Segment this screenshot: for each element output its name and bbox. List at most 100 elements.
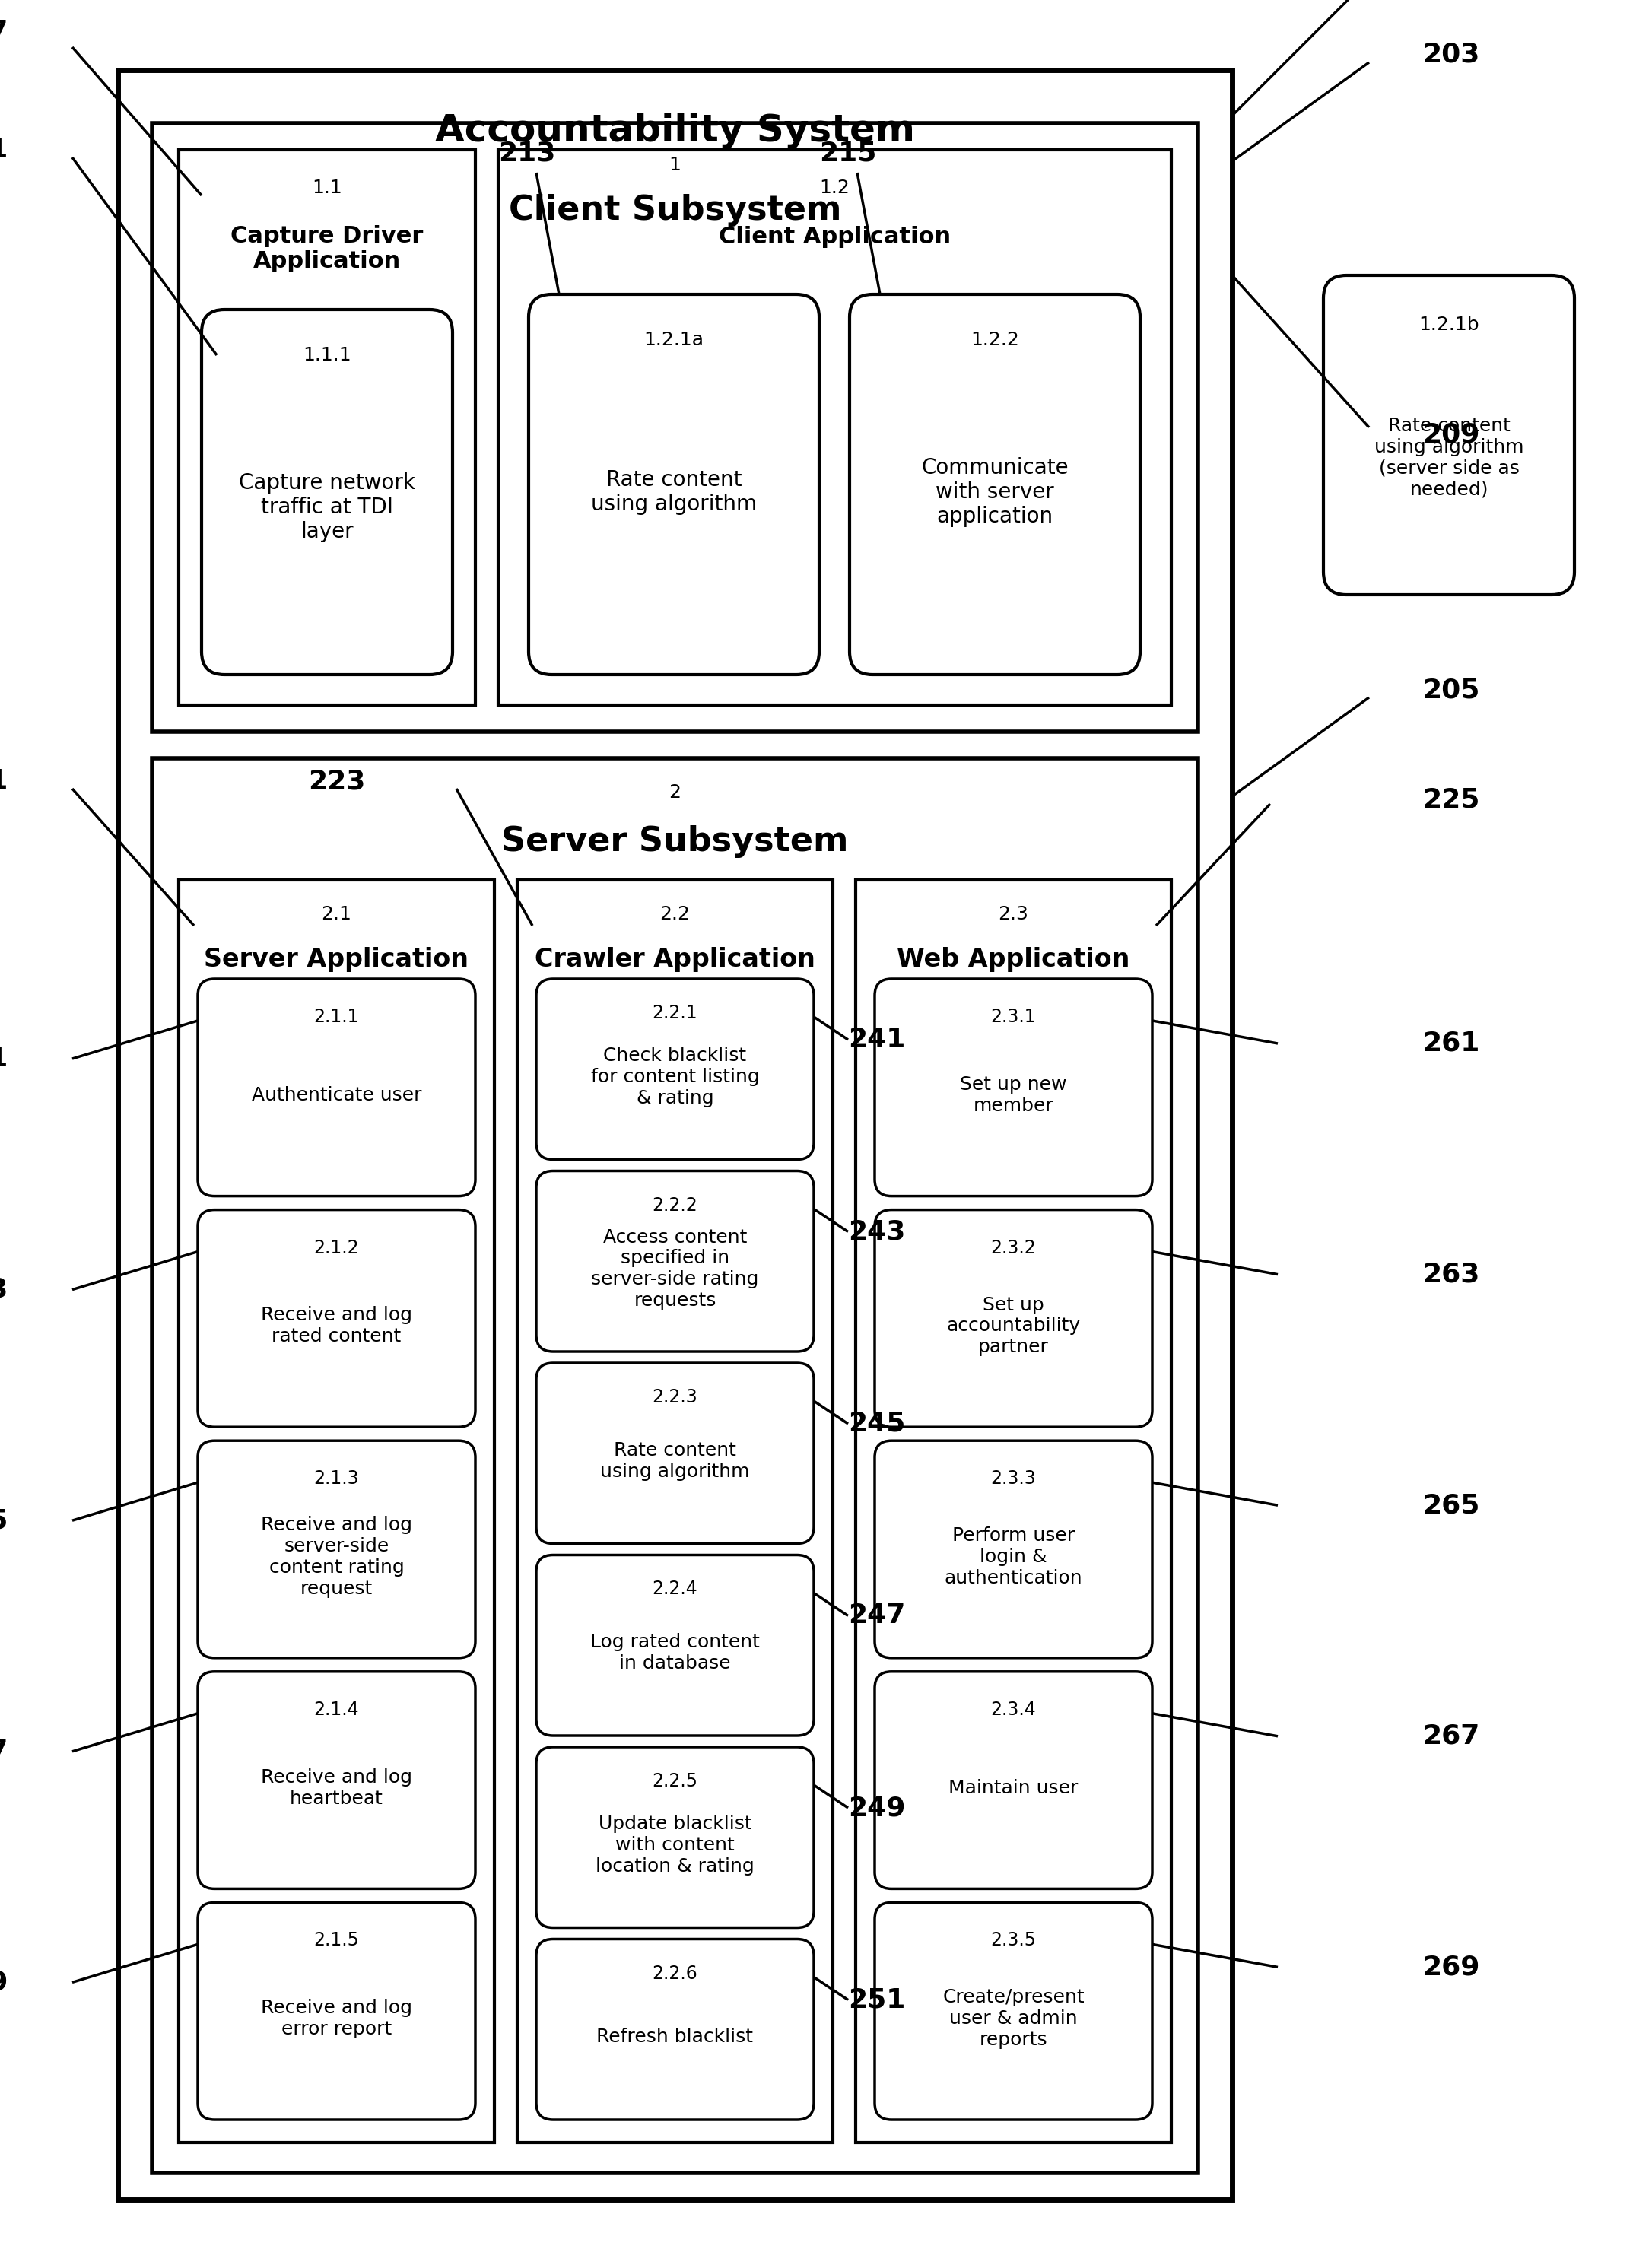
Text: 1.2.1b: 1.2.1b bbox=[1419, 315, 1479, 333]
FancyBboxPatch shape bbox=[1323, 274, 1574, 594]
Text: Server Subsystem: Server Subsystem bbox=[502, 825, 849, 859]
Text: 231: 231 bbox=[0, 1046, 8, 1071]
Text: Check blacklist
for content listing
& rating: Check blacklist for content listing & ra… bbox=[591, 1046, 760, 1107]
Text: 247: 247 bbox=[847, 1604, 905, 1628]
Text: 2.3.3: 2.3.3 bbox=[991, 1469, 1036, 1489]
Text: 225: 225 bbox=[1422, 787, 1480, 814]
Text: Communicate
with server
application: Communicate with server application bbox=[922, 457, 1069, 526]
Text: 235: 235 bbox=[0, 1507, 8, 1534]
Text: 269: 269 bbox=[1422, 1954, 1480, 1979]
Text: Capture Driver
Application: Capture Driver Application bbox=[231, 225, 423, 272]
Text: 243: 243 bbox=[847, 1219, 905, 1244]
Text: Receive and log
server-side
content rating
request: Receive and log server-side content rati… bbox=[261, 1516, 413, 1597]
FancyBboxPatch shape bbox=[874, 1210, 1153, 1426]
Text: 2.3.1: 2.3.1 bbox=[991, 1008, 1036, 1026]
Text: 2.1.2: 2.1.2 bbox=[314, 1239, 358, 1257]
Text: 261: 261 bbox=[1422, 1030, 1480, 1057]
FancyBboxPatch shape bbox=[874, 1442, 1153, 1658]
FancyBboxPatch shape bbox=[537, 1363, 814, 1543]
Text: Log rated content
in database: Log rated content in database bbox=[590, 1633, 760, 1673]
Text: 1.1: 1.1 bbox=[312, 178, 342, 198]
Text: Maintain user: Maintain user bbox=[948, 1779, 1079, 1797]
Text: Set up new
member: Set up new member bbox=[960, 1075, 1067, 1116]
Text: 1.2.1a: 1.2.1a bbox=[644, 331, 704, 349]
FancyBboxPatch shape bbox=[874, 978, 1153, 1196]
Text: 205: 205 bbox=[1422, 677, 1480, 702]
Text: 263: 263 bbox=[1422, 1262, 1480, 1286]
Text: 233: 233 bbox=[0, 1277, 8, 1302]
Text: 251: 251 bbox=[847, 1986, 905, 2013]
FancyBboxPatch shape bbox=[198, 1903, 476, 2121]
Text: 1.2.2: 1.2.2 bbox=[971, 331, 1019, 349]
FancyBboxPatch shape bbox=[529, 295, 819, 675]
Text: 209: 209 bbox=[1422, 423, 1480, 448]
Text: Client Application: Client Application bbox=[719, 227, 952, 247]
Text: Authenticate user: Authenticate user bbox=[251, 1086, 421, 1104]
Text: 245: 245 bbox=[847, 1410, 905, 1437]
FancyBboxPatch shape bbox=[537, 1939, 814, 2121]
Text: 2.3.4: 2.3.4 bbox=[991, 1700, 1036, 1718]
Text: 2.1.3: 2.1.3 bbox=[314, 1469, 358, 1489]
Text: Capture network
traffic at TDI
layer: Capture network traffic at TDI layer bbox=[240, 472, 415, 542]
Text: 265: 265 bbox=[1422, 1493, 1480, 1518]
Text: 2.2.5: 2.2.5 bbox=[653, 1772, 697, 1790]
FancyBboxPatch shape bbox=[874, 1903, 1153, 2121]
Text: 215: 215 bbox=[819, 142, 877, 166]
Text: 2.2.2: 2.2.2 bbox=[653, 1196, 697, 1214]
FancyBboxPatch shape bbox=[117, 70, 1232, 2200]
FancyBboxPatch shape bbox=[849, 295, 1140, 675]
FancyBboxPatch shape bbox=[517, 879, 833, 2143]
Text: 239: 239 bbox=[0, 1970, 8, 1995]
Text: 2.2.4: 2.2.4 bbox=[653, 1581, 697, 1599]
Text: 211: 211 bbox=[0, 137, 8, 162]
Text: Crawler Application: Crawler Application bbox=[535, 947, 816, 972]
FancyBboxPatch shape bbox=[537, 1747, 814, 1927]
Text: 223: 223 bbox=[307, 769, 365, 794]
Text: Rate content
using algorithm
(server side as
needed): Rate content using algorithm (server sid… bbox=[1374, 416, 1523, 499]
Text: 2.1.5: 2.1.5 bbox=[314, 1932, 360, 1950]
Text: 2.1: 2.1 bbox=[322, 904, 352, 924]
Text: 2.2: 2.2 bbox=[659, 904, 691, 924]
FancyBboxPatch shape bbox=[202, 310, 453, 675]
Text: Accountability System: Accountability System bbox=[434, 112, 915, 148]
Text: Update blacklist
with content
location & rating: Update blacklist with content location &… bbox=[596, 1815, 755, 1876]
Text: Receive and log
rated content: Receive and log rated content bbox=[261, 1307, 413, 1345]
FancyBboxPatch shape bbox=[152, 124, 1198, 731]
FancyBboxPatch shape bbox=[178, 879, 494, 2143]
Text: 207: 207 bbox=[0, 18, 8, 45]
Text: 1.2: 1.2 bbox=[819, 178, 849, 198]
Text: Perform user
login &
authentication: Perform user login & authentication bbox=[945, 1527, 1082, 1588]
Text: Rate content
using algorithm: Rate content using algorithm bbox=[600, 1442, 750, 1480]
Text: 221: 221 bbox=[0, 769, 8, 794]
FancyBboxPatch shape bbox=[198, 1442, 476, 1658]
Text: 2.2.3: 2.2.3 bbox=[653, 1388, 697, 1406]
Text: 267: 267 bbox=[1422, 1723, 1480, 1750]
FancyBboxPatch shape bbox=[537, 978, 814, 1160]
Text: 2.3: 2.3 bbox=[998, 904, 1029, 924]
Text: 249: 249 bbox=[847, 1795, 905, 1822]
Text: 2.1.4: 2.1.4 bbox=[314, 1700, 358, 1718]
Text: Server Application: Server Application bbox=[205, 947, 469, 972]
Text: Receive and log
error report: Receive and log error report bbox=[261, 1999, 413, 2038]
FancyBboxPatch shape bbox=[198, 978, 476, 1196]
Text: Access content
specified in
server-side rating
requests: Access content specified in server-side … bbox=[591, 1228, 758, 1309]
Text: 237: 237 bbox=[0, 1738, 8, 1765]
Text: Create/present
user & admin
reports: Create/present user & admin reports bbox=[943, 1988, 1084, 2049]
FancyBboxPatch shape bbox=[198, 1671, 476, 1889]
FancyBboxPatch shape bbox=[874, 1671, 1153, 1889]
Text: 213: 213 bbox=[499, 142, 555, 166]
Text: 203: 203 bbox=[1422, 43, 1480, 67]
FancyBboxPatch shape bbox=[152, 758, 1198, 2173]
Text: 2.3.2: 2.3.2 bbox=[991, 1239, 1036, 1257]
Text: Rate content
using algorithm: Rate content using algorithm bbox=[591, 470, 757, 515]
Text: 1: 1 bbox=[669, 155, 681, 173]
Text: 1.1.1: 1.1.1 bbox=[302, 346, 352, 364]
Text: Client Subsystem: Client Subsystem bbox=[509, 193, 841, 227]
Text: Set up
accountability
partner: Set up accountability partner bbox=[947, 1295, 1080, 1356]
Text: 2.1.1: 2.1.1 bbox=[314, 1008, 358, 1026]
Text: Refresh blacklist: Refresh blacklist bbox=[596, 2029, 753, 2047]
Text: 241: 241 bbox=[847, 1028, 905, 1053]
Text: 2.2.6: 2.2.6 bbox=[653, 1963, 697, 1981]
FancyBboxPatch shape bbox=[499, 151, 1171, 704]
Text: 2: 2 bbox=[669, 783, 681, 801]
